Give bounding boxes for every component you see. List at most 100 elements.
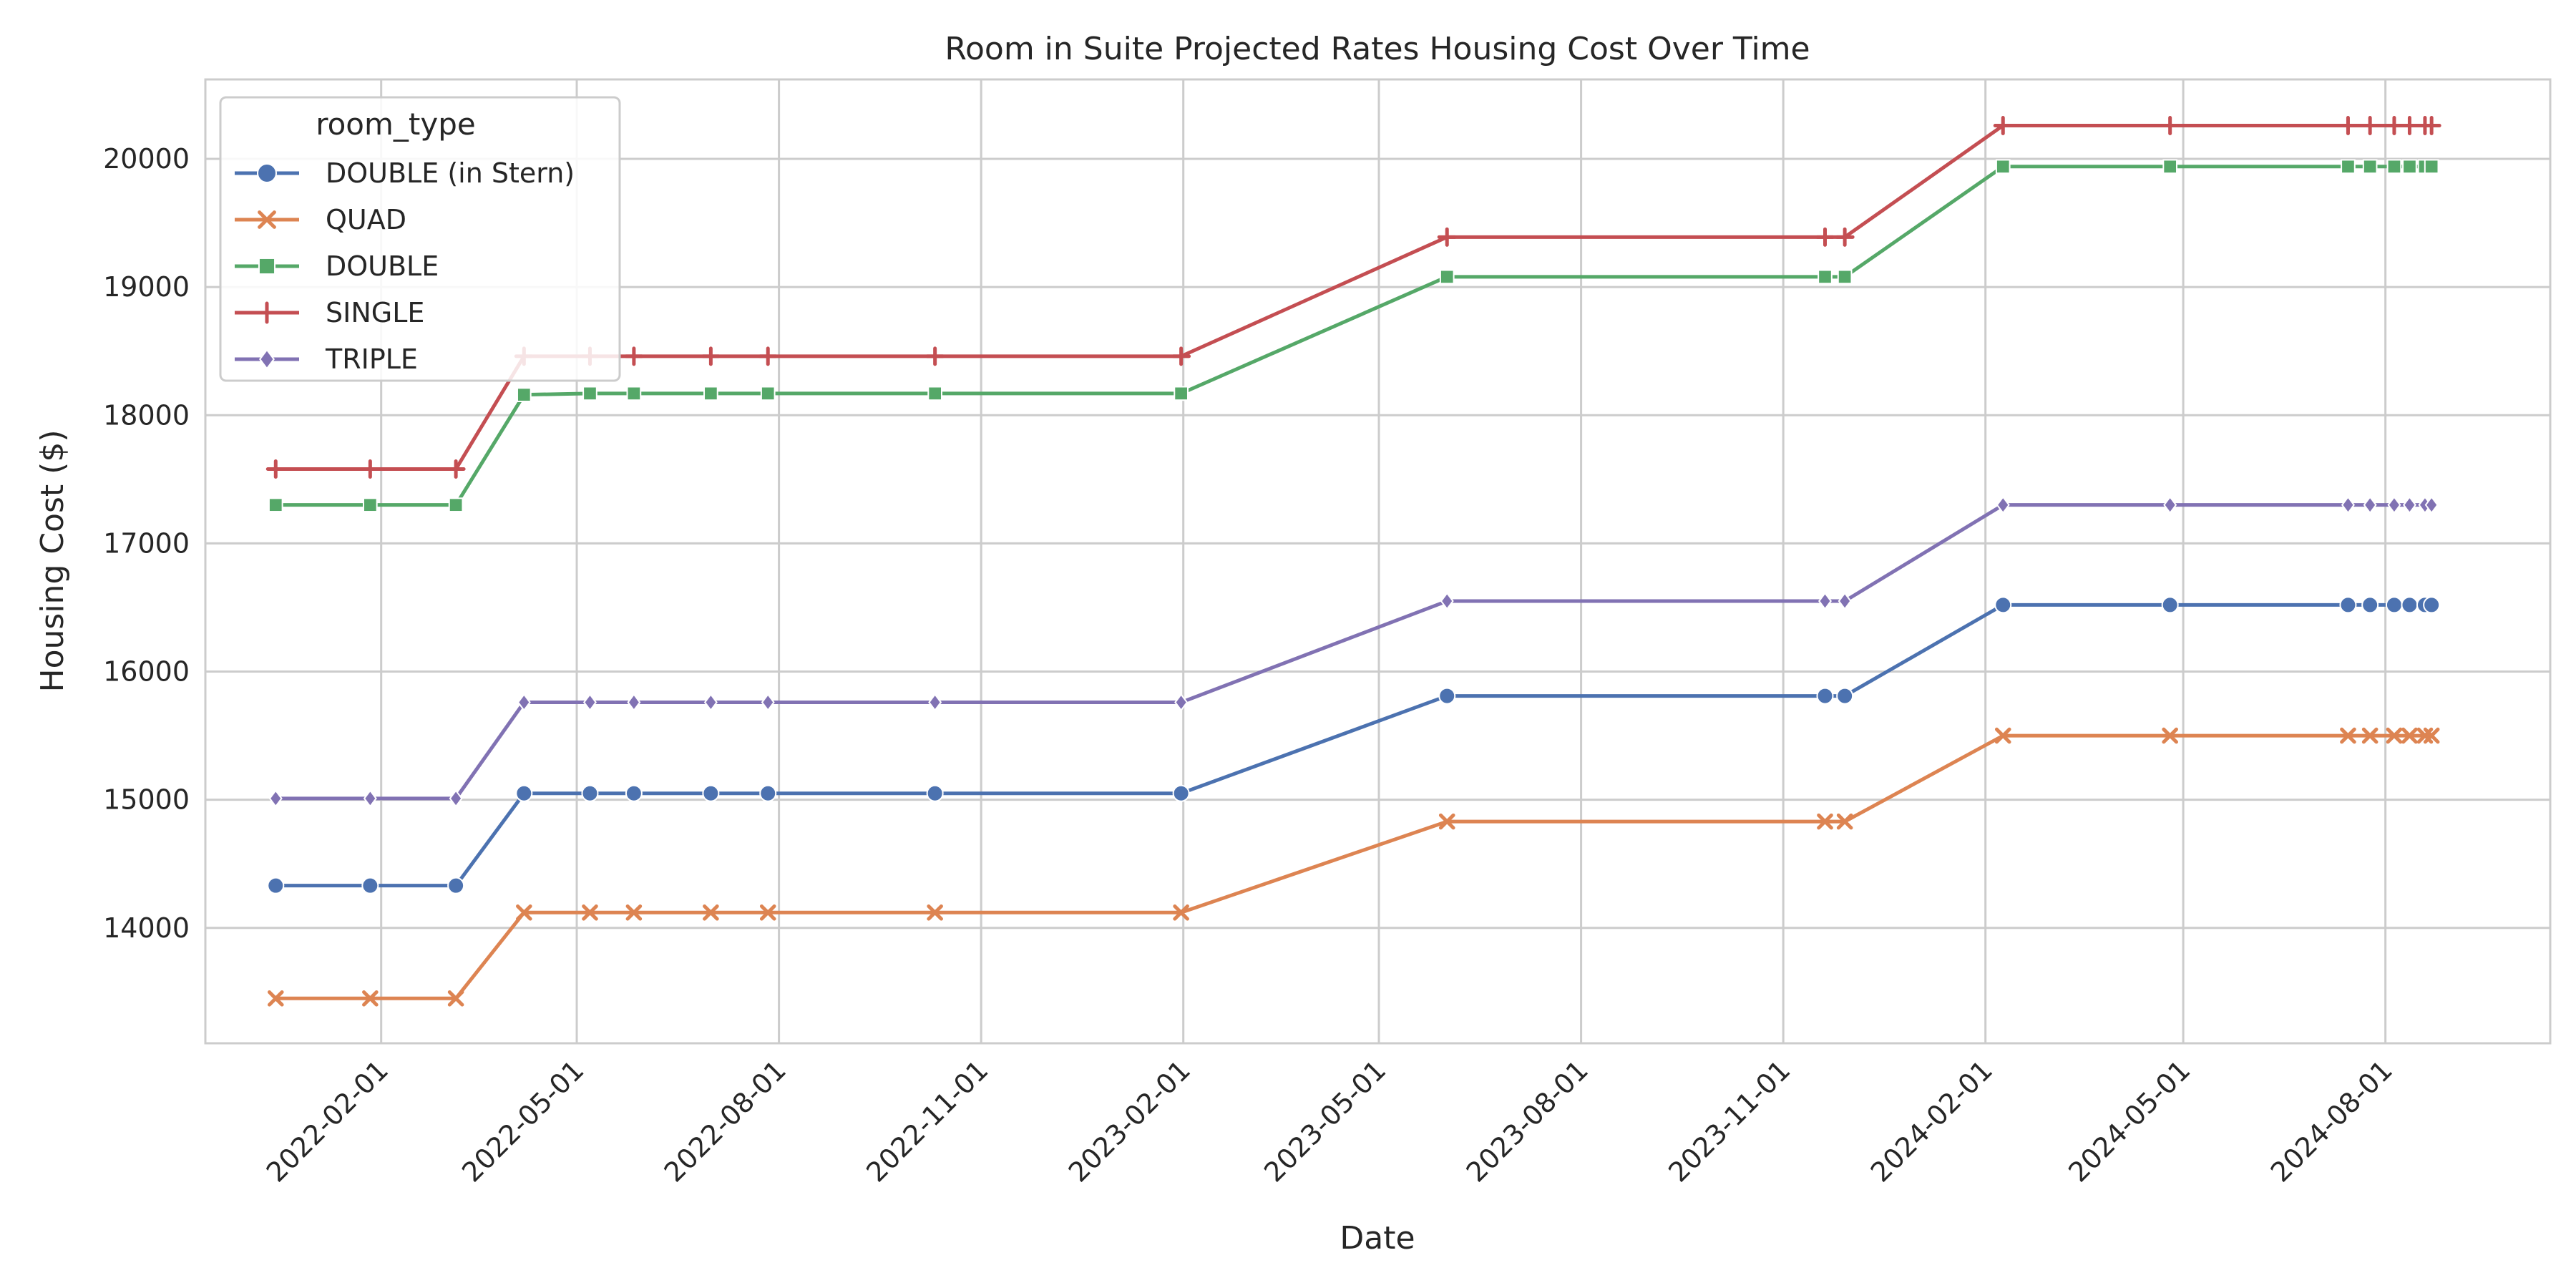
data-point <box>582 904 598 921</box>
y-tick-label: 15000 <box>103 784 190 816</box>
y-tick-label: 17000 <box>103 527 190 559</box>
data-point <box>582 386 597 401</box>
data-point <box>582 693 597 712</box>
data-point <box>2423 596 2441 614</box>
legend-label: SINGLE <box>326 297 424 328</box>
data-point <box>268 789 283 808</box>
data-point <box>361 877 379 894</box>
data-point <box>1174 693 1189 712</box>
data-point <box>446 459 466 479</box>
data-point <box>2363 496 2377 514</box>
data-point <box>1994 727 2011 744</box>
legend-item-single: SINGLE <box>235 297 424 328</box>
legend-label: DOUBLE <box>326 250 439 282</box>
data-point <box>2339 596 2357 614</box>
data-point <box>2399 115 2419 135</box>
data-point <box>927 386 942 401</box>
data-point <box>1994 596 2012 614</box>
data-point <box>267 877 285 894</box>
data-point <box>362 497 378 513</box>
data-point <box>703 904 719 921</box>
data-point <box>449 789 463 808</box>
legend-box <box>219 96 621 382</box>
data-point <box>1437 227 1457 247</box>
series-double-in-stern <box>267 596 2441 894</box>
data-point <box>1817 813 1833 830</box>
data-point <box>2385 596 2403 614</box>
legend-marker <box>258 210 276 229</box>
data-point <box>1173 904 1189 921</box>
data-point <box>1838 592 1852 610</box>
data-point <box>2424 159 2439 175</box>
x-axis-label: Date <box>1340 1220 1415 1257</box>
data-point <box>761 693 775 712</box>
data-point <box>517 693 531 712</box>
data-point <box>626 386 642 401</box>
legend-item-double: DOUBLE <box>235 250 439 282</box>
data-point <box>624 346 644 366</box>
legend-marker <box>259 348 275 370</box>
data-point <box>2162 727 2178 744</box>
data-point <box>2402 159 2417 175</box>
data-point <box>267 990 284 1007</box>
data-point <box>1835 227 1855 247</box>
data-point <box>758 346 778 366</box>
y-axis: 14000 15000 16000 17000 18000 19000 20000 <box>103 143 190 944</box>
data-point <box>581 784 599 802</box>
data-point <box>701 346 721 366</box>
data-point <box>625 784 643 802</box>
data-point <box>1995 159 2011 175</box>
legend-item-double-in-stern: DOUBLE (in Stern) <box>235 157 575 189</box>
y-tick-label: 14000 <box>103 912 190 944</box>
data-point <box>360 459 380 479</box>
legend: room_type DOUBLE (in Stern) QUAD DOUBLE SIN… <box>219 96 621 382</box>
data-point <box>2163 496 2177 514</box>
legend-item-quad: QUAD <box>235 204 406 235</box>
legend-item-triple: TRIPLE <box>235 343 418 375</box>
data-point <box>1438 687 1456 705</box>
data-point <box>1996 496 2010 514</box>
data-point <box>268 497 283 513</box>
data-point <box>2402 496 2416 514</box>
data-point <box>2160 115 2180 135</box>
data-point <box>2340 727 2356 744</box>
y-axis-label: Housing Cost ($) <box>34 430 71 693</box>
data-point <box>702 784 720 802</box>
data-point <box>928 693 942 712</box>
data-point <box>2401 727 2418 744</box>
series-triple <box>268 496 2439 808</box>
data-point <box>926 784 944 802</box>
data-point <box>2338 115 2358 135</box>
data-point <box>1837 269 1853 285</box>
data-point <box>363 789 377 808</box>
series-double <box>268 159 2439 513</box>
data-point <box>1836 813 1853 830</box>
legend-marker <box>255 301 278 324</box>
data-point <box>625 904 643 921</box>
data-point <box>1818 269 1833 285</box>
data-point <box>2421 115 2441 135</box>
legend-label: QUAD <box>326 204 406 235</box>
data-point <box>2161 596 2179 614</box>
legend-marker <box>257 163 277 183</box>
y-tick-label: 18000 <box>103 399 190 431</box>
data-point <box>2401 596 2419 614</box>
data-point <box>2387 496 2401 514</box>
data-point <box>2361 596 2379 614</box>
data-point <box>515 784 533 802</box>
data-point <box>1174 386 1189 401</box>
data-point <box>516 387 532 402</box>
data-point <box>1438 813 1455 830</box>
legend-title: room_type <box>316 107 475 142</box>
data-point <box>759 784 777 802</box>
data-point <box>759 904 776 921</box>
data-point <box>1815 227 1835 247</box>
data-point <box>2386 159 2402 175</box>
plot-frame <box>204 78 2552 1045</box>
data-point <box>1836 687 1854 705</box>
data-point <box>2360 115 2380 135</box>
data-point <box>1440 592 1454 610</box>
series-quad <box>267 727 2440 1007</box>
data-point <box>927 904 943 921</box>
